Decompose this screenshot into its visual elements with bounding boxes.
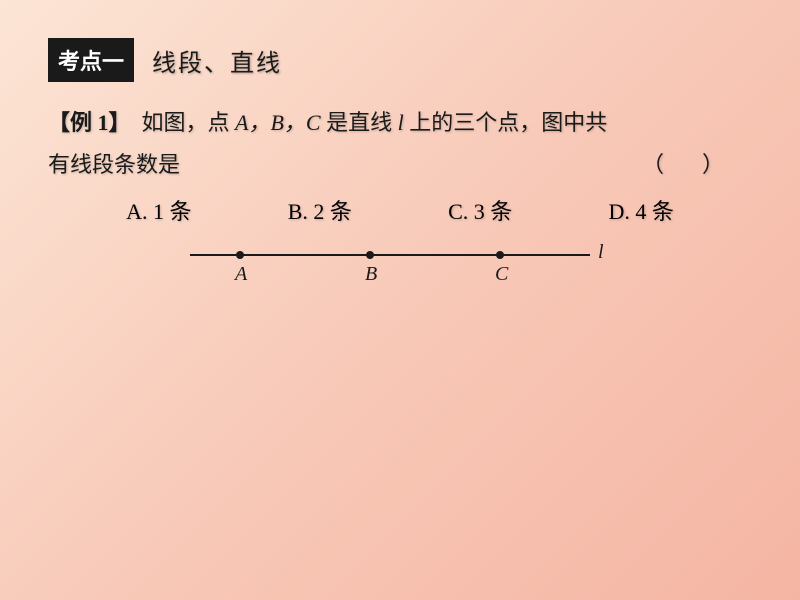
paren-open: （ (642, 152, 672, 177)
svg-text:l: l (598, 241, 604, 263)
svg-text:A: A (233, 263, 248, 285)
option-a: A. 1 条 (126, 194, 191, 226)
q-text-1: 如图，点 (120, 110, 236, 135)
question-block: 【例 1】 如图，点 A，B，C 是直线 l 上的三个点，图中共 有线段条数是 … (48, 102, 752, 186)
line-diagram: A B Cl (180, 240, 620, 300)
topic-title: 线段、直线 (152, 43, 282, 78)
question-line2: 有线段条数是 （ ） (48, 144, 752, 186)
svg-text:B: B (365, 263, 377, 285)
options-row: A. 1 条 B. 2 条 C. 3 条 D. 4 条 (48, 194, 752, 226)
option-d: D. 4 条 (608, 194, 673, 226)
q-points: A，B，C (235, 110, 321, 135)
topic-tag: 考点一 (48, 38, 134, 82)
question-line1: 【例 1】 如图，点 A，B，C 是直线 l 上的三个点，图中共 (48, 102, 752, 144)
answer-paren: （ ） (642, 144, 732, 186)
option-c: C. 3 条 (448, 194, 512, 226)
svg-text:C: C (495, 263, 509, 285)
paren-close: ） (702, 152, 732, 177)
option-b: B. 2 条 (288, 194, 352, 226)
example-tag: 【例 1】 (48, 110, 120, 135)
q-text-3: 上的三个点，图中共 (404, 110, 608, 135)
q-text-2: 是直线 (321, 110, 398, 135)
diagram-container: A B Cl (48, 240, 752, 300)
header: 考点一 线段、直线 (48, 38, 752, 82)
q-line2-text: 有线段条数是 (48, 144, 180, 186)
